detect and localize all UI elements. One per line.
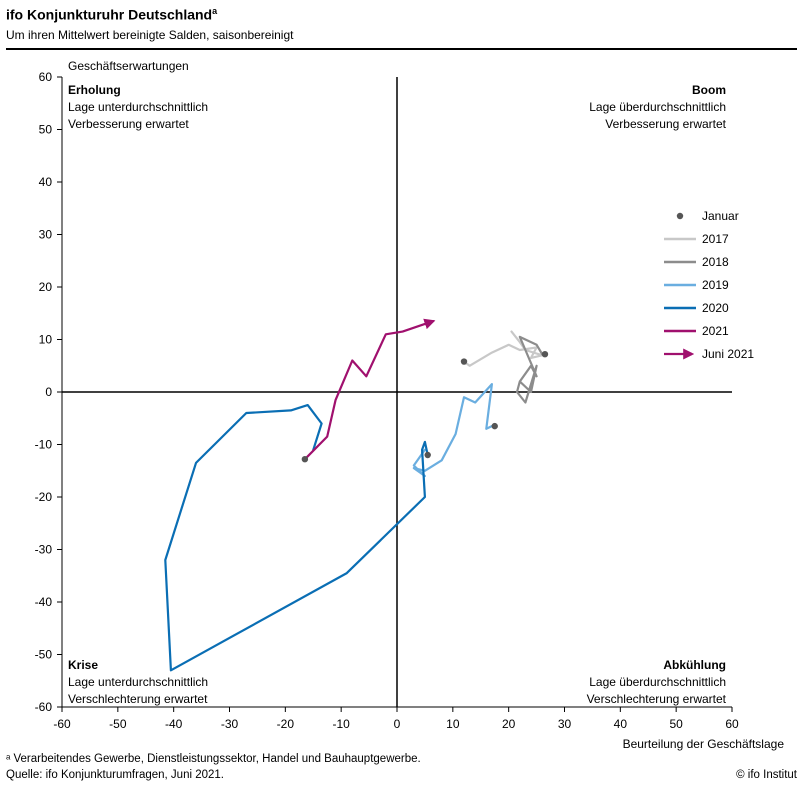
legend-swatch-januar (676, 212, 684, 220)
y-axis-title: Geschäftserwartungen (68, 59, 189, 73)
legend-label-2020: 2020 (702, 301, 729, 315)
quadrant-bottom-left-line2: Verschlechterung erwartet (68, 692, 208, 706)
y-tick-label: 20 (39, 280, 53, 294)
x-tick-label: 10 (446, 717, 460, 731)
copyright-credit: © ifo Institut (736, 769, 797, 781)
january-marker-2021 (301, 456, 309, 463)
january-marker-2018 (541, 351, 549, 358)
x-axis-title: Beurteilung der Geschäftslage (623, 737, 785, 751)
series-line-2020 (164, 404, 429, 672)
header-divider (6, 48, 797, 50)
y-tick-label: 0 (45, 385, 52, 399)
y-tick-label: -20 (35, 490, 53, 504)
legend-label-2018: 2018 (702, 255, 729, 269)
quadrant-bottom-right-title: Abkühlung (663, 658, 726, 672)
quadrant-top-right-title: Boom (692, 83, 726, 97)
footnote: ᵃ Verarbeitendes Gewerbe, Dienstleistung… (6, 753, 421, 765)
legend: Januar 2017 2018 2019 2020 2021 Juni 2021 (664, 209, 754, 361)
quadrant-bottom-right-line1: Lage überdurchschnittlich (589, 675, 726, 689)
y-tick-label: 50 (39, 123, 53, 137)
january-marker-2017 (460, 358, 468, 365)
january-marker-2019 (491, 422, 498, 430)
y-tick-label: -30 (35, 543, 53, 557)
x-tick-label: -20 (277, 717, 295, 731)
x-tick-label: 0 (394, 717, 401, 731)
x-tick-label: -30 (221, 717, 239, 731)
quadrant-top-left-line2: Verbesserung erwartet (68, 117, 189, 131)
january-marker-2020 (424, 451, 431, 459)
axes: -60 -50 -40 -30 -20 -10 0 10 20 30 40 50 60 -60 -50 -40… (35, 59, 785, 751)
chart-subtitle: Um ihren Mittelwert bereinigte Salden, s… (6, 28, 294, 42)
quadrant-bottom-left-title: Krise (68, 658, 98, 672)
source-note: Quelle: ifo Konjunkturumfragen, Juni 202… (6, 769, 224, 781)
x-tick-label: 40 (614, 717, 628, 731)
quadrant-top-right-line1: Lage überdurchschnittlich (589, 100, 726, 114)
series-line-2018 (515, 335, 544, 404)
y-tick-label: -50 (35, 648, 53, 662)
quadrant-top-left-line1: Lage unterdurchschnittlich (68, 100, 208, 114)
legend-label-juni-2021: Juni 2021 (702, 347, 754, 361)
y-tick-label: -40 (35, 595, 53, 609)
quadrant-labels: Erholung Lage unterdurchschnittlich Verb… (68, 83, 727, 706)
chart-title-footnote-marker: a (212, 6, 218, 16)
series-lines (164, 318, 544, 672)
legend-label-2019: 2019 (702, 278, 729, 292)
y-tick-label: 30 (39, 228, 53, 242)
quadrant-top-left-title: Erholung (68, 83, 121, 97)
x-tick-label: 20 (502, 717, 516, 731)
y-tick-label: -10 (35, 438, 53, 452)
x-tick-label: -10 (332, 717, 350, 731)
series-line-2019 (412, 383, 493, 478)
chart-title: ifo Konjunkturuhr Deutschlanda (6, 6, 217, 23)
x-tick-label: -40 (165, 717, 183, 731)
x-tick-label: -50 (109, 717, 127, 731)
series-line-2021 (303, 318, 436, 461)
y-tick-label: 60 (39, 70, 53, 84)
x-tick-label: 30 (558, 717, 572, 731)
x-tick-label: -60 (53, 717, 71, 731)
quadrant-top-right-line2: Verbesserung erwartet (605, 117, 726, 131)
chart-title-text: ifo Konjunkturuhr Deutschland (6, 6, 213, 23)
legend-label-2021: 2021 (702, 324, 729, 338)
legend-label-2017: 2017 (702, 232, 729, 246)
y-tick-label: 10 (39, 333, 53, 347)
y-tick-label: -60 (35, 700, 53, 714)
quadrant-bottom-right-line2: Verschlechterung erwartet (587, 692, 727, 706)
x-tick-label: 60 (725, 717, 739, 731)
y-tick-label: 40 (39, 175, 53, 189)
legend-label-januar: Januar (702, 209, 739, 223)
quadrant-bottom-left-line1: Lage unterdurchschnittlich (68, 675, 208, 689)
january-markers (301, 351, 549, 463)
x-tick-label: 50 (669, 717, 683, 731)
